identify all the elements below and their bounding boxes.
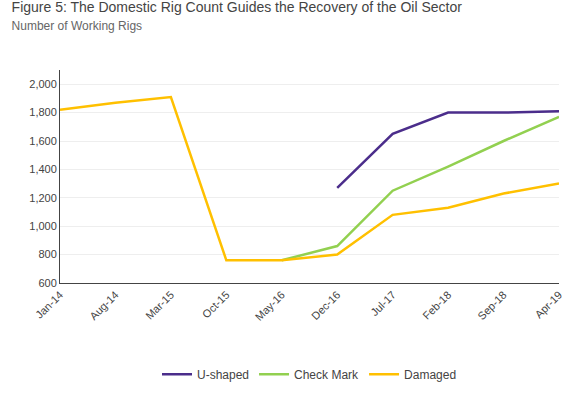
svg-text:Aug-14: Aug-14 [87, 289, 121, 323]
svg-text:800: 800 [38, 248, 56, 260]
svg-text:May-16: May-16 [253, 289, 287, 323]
svg-text:Check Mark: Check Mark [294, 368, 359, 382]
svg-text:600: 600 [38, 277, 56, 289]
svg-text:Dec-16: Dec-16 [309, 289, 343, 323]
svg-text:U-shaped: U-shaped [197, 368, 249, 382]
svg-text:Figure 5: The Domestic Rig Cou: Figure 5: The Domestic Rig Count Guides … [12, 0, 463, 33]
svg-text:Jul-17: Jul-17 [368, 289, 398, 319]
svg-text:Feb-18: Feb-18 [420, 289, 453, 322]
svg-text:1,400: 1,400 [29, 163, 57, 175]
svg-text:Oct-15: Oct-15 [200, 289, 232, 321]
svg-text:1,200: 1,200 [29, 192, 57, 204]
svg-text:Mar-15: Mar-15 [143, 289, 176, 322]
svg-text:Damaged: Damaged [404, 368, 456, 382]
svg-text:1,000: 1,000 [29, 220, 57, 232]
svg-text:Apr-19: Apr-19 [532, 289, 564, 321]
svg-text:Jan-14: Jan-14 [33, 289, 65, 321]
svg-text:1,800: 1,800 [29, 106, 57, 118]
svg-text:Sep-18: Sep-18 [475, 289, 509, 323]
svg-text:1,600: 1,600 [29, 135, 57, 147]
svg-text:2,000: 2,000 [29, 78, 57, 90]
